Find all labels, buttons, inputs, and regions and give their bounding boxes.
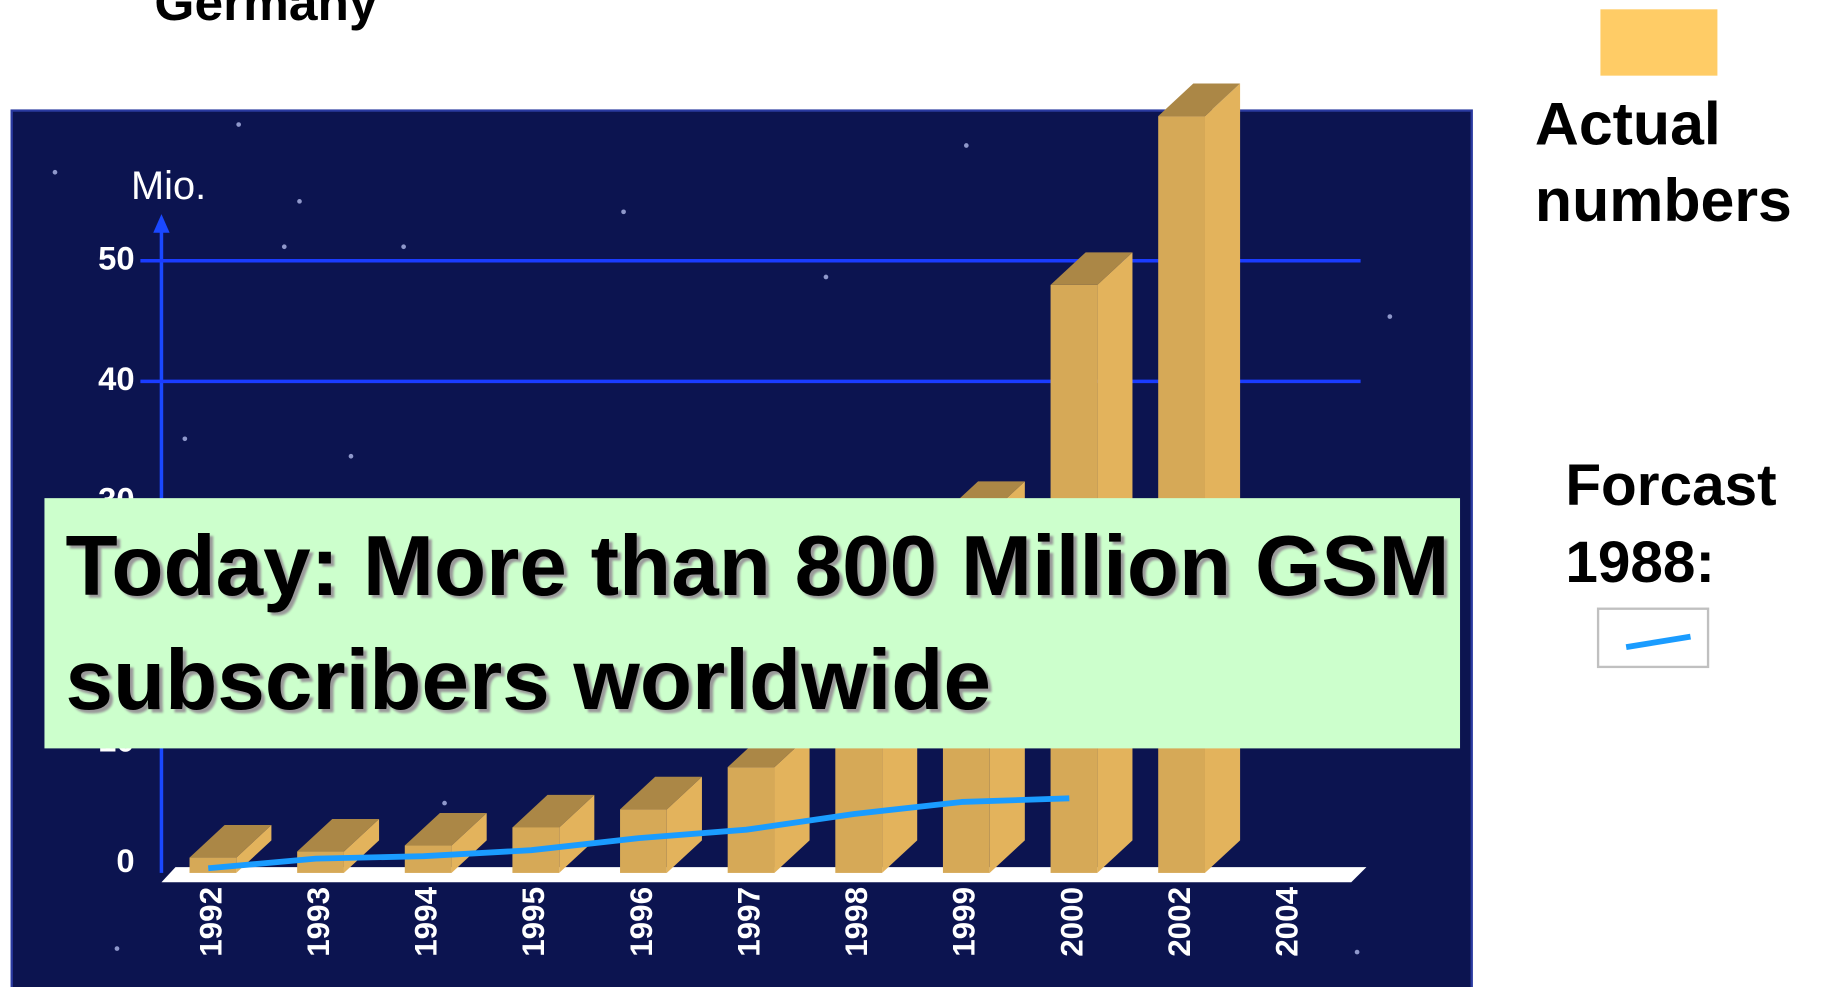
x-tick-label: 1995: [515, 887, 551, 957]
bar-top: [404, 812, 487, 846]
x-tick-label: 1996: [623, 887, 659, 957]
lines: [207, 795, 1070, 872]
y-tick-label: 40: [98, 360, 134, 397]
bar-side: [451, 812, 487, 873]
legend-entry: Forcast 1988:: [1565, 452, 1777, 595]
y-tick-label: 0: [116, 842, 134, 879]
bar-side: [559, 794, 595, 873]
x-tick-label: 1998: [838, 887, 874, 957]
bar-top: [189, 824, 272, 858]
bar-top: [620, 776, 702, 810]
y-axis-arrow: [153, 214, 170, 233]
bar-top: [512, 794, 595, 828]
legend-swatch-box: [1596, 607, 1710, 669]
x-tick-label: 2000: [1053, 887, 1089, 957]
bar-top: [297, 818, 380, 852]
bar: [727, 767, 775, 873]
bar: [1158, 116, 1205, 873]
y-tick-label: 50: [98, 239, 134, 276]
legend-entry: Actual numbers: [1534, 90, 1792, 236]
x-tick-label: 2002: [1161, 887, 1197, 957]
legend-swatch-forecast: [1625, 633, 1691, 650]
forecast-line: [207, 795, 1070, 872]
chart-title: Germany: [154, 0, 378, 32]
bar-top: [1158, 83, 1241, 117]
legend-swatch-actual: [1600, 9, 1718, 76]
annotation: Today: More than 800 Million GSM subscri…: [44, 498, 1461, 749]
bar-side: [236, 824, 272, 873]
x-tick-label: 1992: [192, 887, 228, 957]
x-tick-label: 2004: [1269, 886, 1305, 956]
bar-top: [1050, 252, 1133, 285]
x-tick-label: 1999: [946, 887, 982, 957]
y-axis-label: Mio.: [131, 164, 206, 208]
x-tick-labels: 1992 1993 1994 1995 1996 1997 1998 1999 2000 2002…: [192, 886, 1304, 956]
bar-side: [1204, 83, 1241, 873]
x-tick-label: 1997: [730, 887, 766, 957]
x-tick-label: 1994: [407, 886, 443, 956]
bar-side: [666, 776, 702, 873]
x-tick-label: 1993: [300, 887, 336, 957]
bar-side: [774, 734, 810, 873]
stars: [52, 122, 1393, 955]
